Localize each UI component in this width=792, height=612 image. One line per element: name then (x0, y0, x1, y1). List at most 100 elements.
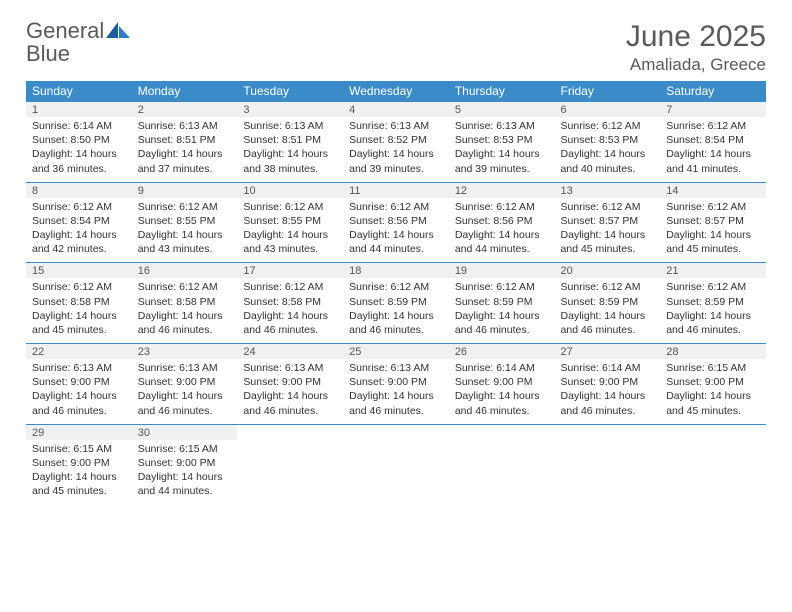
day-number: 17 (237, 263, 343, 278)
day-data-cell: Sunrise: 6:12 AMSunset: 8:59 PMDaylight:… (449, 278, 555, 343)
day-data: Sunrise: 6:12 AMSunset: 8:55 PMDaylight:… (132, 198, 238, 263)
day-number-cell: 22 (26, 344, 132, 360)
day-data: Sunrise: 6:12 AMSunset: 8:58 PMDaylight:… (132, 278, 238, 343)
day-data-cell: Sunrise: 6:13 AMSunset: 9:00 PMDaylight:… (343, 359, 449, 424)
day-data: Sunrise: 6:13 AMSunset: 8:52 PMDaylight:… (343, 117, 449, 182)
day-data: Sunrise: 6:12 AMSunset: 8:57 PMDaylight:… (555, 198, 661, 263)
day-number-cell: 24 (237, 344, 343, 360)
day-number-cell: 10 (237, 182, 343, 198)
day-data: Sunrise: 6:13 AMSunset: 9:00 PMDaylight:… (237, 359, 343, 424)
day-number-cell: 27 (555, 344, 661, 360)
day-number: 18 (343, 263, 449, 278)
weekday-header: Thursday (449, 81, 555, 102)
day-number-cell: 18 (343, 263, 449, 279)
day-number-cell: 17 (237, 263, 343, 279)
day-data: Sunrise: 6:12 AMSunset: 8:54 PMDaylight:… (26, 198, 132, 263)
day-data: Sunrise: 6:14 AMSunset: 8:50 PMDaylight:… (26, 117, 132, 182)
day-number: 30 (132, 425, 238, 440)
day-number: 12 (449, 183, 555, 198)
day-number-cell (449, 424, 555, 440)
day-number-cell: 13 (555, 182, 661, 198)
day-data-cell: Sunrise: 6:14 AMSunset: 9:00 PMDaylight:… (555, 359, 661, 424)
title-block: June 2025 Amaliada, Greece (626, 20, 766, 75)
day-number: 5 (449, 102, 555, 117)
day-data: Sunrise: 6:12 AMSunset: 8:56 PMDaylight:… (449, 198, 555, 263)
day-number-cell: 26 (449, 344, 555, 360)
day-number-cell: 7 (660, 102, 766, 118)
day-number: 13 (555, 183, 661, 198)
day-number-cell: 1 (26, 102, 132, 118)
day-data-cell: Sunrise: 6:12 AMSunset: 8:53 PMDaylight:… (555, 117, 661, 182)
weekday-header: Wednesday (343, 81, 449, 102)
day-number-cell: 12 (449, 182, 555, 198)
weekday-header: Friday (555, 81, 661, 102)
day-number-cell: 25 (343, 344, 449, 360)
day-data: Sunrise: 6:12 AMSunset: 8:59 PMDaylight:… (555, 278, 661, 343)
day-number: 3 (237, 102, 343, 117)
day-number-cell: 28 (660, 344, 766, 360)
day-number-cell: 14 (660, 182, 766, 198)
day-data: Sunrise: 6:13 AMSunset: 8:51 PMDaylight:… (132, 117, 238, 182)
day-number-cell: 2 (132, 102, 238, 118)
weekday-header: Sunday (26, 81, 132, 102)
logo-word-1: General (26, 18, 104, 43)
day-number-cell: 19 (449, 263, 555, 279)
logo-text: General Blue (26, 20, 132, 66)
day-number: 7 (660, 102, 766, 117)
day-data-cell: Sunrise: 6:15 AMSunset: 9:00 PMDaylight:… (132, 440, 238, 505)
day-data-cell: Sunrise: 6:12 AMSunset: 8:54 PMDaylight:… (26, 198, 132, 263)
day-number-cell: 3 (237, 102, 343, 118)
day-number-cell: 4 (343, 102, 449, 118)
day-data: Sunrise: 6:12 AMSunset: 8:59 PMDaylight:… (343, 278, 449, 343)
day-data-cell (237, 440, 343, 505)
day-number-cell: 30 (132, 424, 238, 440)
day-number: 9 (132, 183, 238, 198)
day-data: Sunrise: 6:13 AMSunset: 8:53 PMDaylight:… (449, 117, 555, 182)
day-number: 21 (660, 263, 766, 278)
day-data-cell: Sunrise: 6:15 AMSunset: 9:00 PMDaylight:… (26, 440, 132, 505)
day-number: 14 (660, 183, 766, 198)
day-number: 6 (555, 102, 661, 117)
day-data: Sunrise: 6:15 AMSunset: 9:00 PMDaylight:… (132, 440, 238, 505)
day-number: 1 (26, 102, 132, 117)
day-number-cell: 8 (26, 182, 132, 198)
day-data-cell: Sunrise: 6:12 AMSunset: 8:55 PMDaylight:… (237, 198, 343, 263)
day-number-cell: 9 (132, 182, 238, 198)
day-data-row: Sunrise: 6:15 AMSunset: 9:00 PMDaylight:… (26, 440, 766, 505)
weekday-header: Saturday (660, 81, 766, 102)
day-number-cell: 20 (555, 263, 661, 279)
day-data-row: Sunrise: 6:12 AMSunset: 8:58 PMDaylight:… (26, 278, 766, 343)
day-number: 24 (237, 344, 343, 359)
day-number-cell: 21 (660, 263, 766, 279)
logo: General Blue (26, 20, 132, 66)
day-data-cell: Sunrise: 6:13 AMSunset: 8:51 PMDaylight:… (132, 117, 238, 182)
day-data-cell (449, 440, 555, 505)
calendar-body: 1234567Sunrise: 6:14 AMSunset: 8:50 PMDa… (26, 102, 766, 505)
day-data: Sunrise: 6:12 AMSunset: 8:57 PMDaylight:… (660, 198, 766, 263)
day-data-cell: Sunrise: 6:12 AMSunset: 8:56 PMDaylight:… (343, 198, 449, 263)
day-number: 11 (343, 183, 449, 198)
logo-sail-icon (106, 20, 132, 38)
day-data-cell: Sunrise: 6:12 AMSunset: 8:58 PMDaylight:… (132, 278, 238, 343)
day-data-cell (555, 440, 661, 505)
day-data: Sunrise: 6:13 AMSunset: 9:00 PMDaylight:… (26, 359, 132, 424)
location: Amaliada, Greece (626, 55, 766, 75)
day-number-cell (660, 424, 766, 440)
day-data: Sunrise: 6:12 AMSunset: 8:59 PMDaylight:… (449, 278, 555, 343)
day-number-cell: 16 (132, 263, 238, 279)
day-number-row: 22232425262728 (26, 344, 766, 360)
day-data: Sunrise: 6:13 AMSunset: 9:00 PMDaylight:… (343, 359, 449, 424)
day-number-cell: 5 (449, 102, 555, 118)
day-data-cell: Sunrise: 6:12 AMSunset: 8:58 PMDaylight:… (237, 278, 343, 343)
day-number-row: 891011121314 (26, 182, 766, 198)
day-data-cell: Sunrise: 6:12 AMSunset: 8:54 PMDaylight:… (660, 117, 766, 182)
weekday-header: Monday (132, 81, 238, 102)
day-number: 10 (237, 183, 343, 198)
day-data-cell: Sunrise: 6:12 AMSunset: 8:59 PMDaylight:… (343, 278, 449, 343)
day-data-cell: Sunrise: 6:12 AMSunset: 8:59 PMDaylight:… (555, 278, 661, 343)
day-data: Sunrise: 6:13 AMSunset: 8:51 PMDaylight:… (237, 117, 343, 182)
day-data-cell: Sunrise: 6:13 AMSunset: 9:00 PMDaylight:… (26, 359, 132, 424)
day-number: 8 (26, 183, 132, 198)
day-number-cell: 15 (26, 263, 132, 279)
day-number: 29 (26, 425, 132, 440)
